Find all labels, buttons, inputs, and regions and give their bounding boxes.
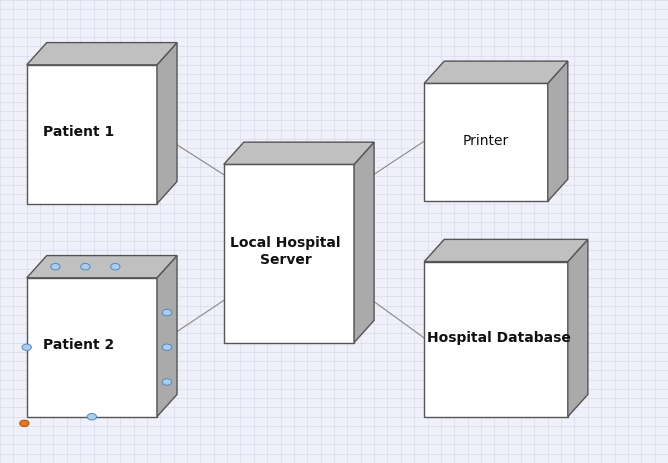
Circle shape: [19, 420, 29, 426]
Polygon shape: [224, 142, 374, 164]
Polygon shape: [548, 61, 568, 201]
Polygon shape: [157, 256, 177, 417]
Text: Patient 2: Patient 2: [43, 338, 114, 352]
Text: Local Hospital
Server: Local Hospital Server: [230, 236, 341, 267]
Polygon shape: [27, 43, 177, 65]
Bar: [27, 278, 157, 417]
Polygon shape: [424, 239, 588, 262]
Circle shape: [87, 413, 97, 420]
Text: Hospital Database: Hospital Database: [428, 331, 571, 345]
Bar: [224, 164, 354, 343]
Bar: [424, 262, 568, 417]
Circle shape: [162, 379, 172, 385]
Polygon shape: [424, 61, 568, 83]
Polygon shape: [354, 142, 374, 343]
Text: Patient 1: Patient 1: [43, 125, 114, 139]
Circle shape: [81, 263, 90, 270]
Circle shape: [162, 344, 172, 350]
Circle shape: [51, 263, 60, 270]
Polygon shape: [568, 239, 588, 417]
Circle shape: [22, 344, 31, 350]
Bar: [27, 65, 157, 204]
Circle shape: [162, 309, 172, 316]
Circle shape: [111, 263, 120, 270]
Polygon shape: [157, 43, 177, 204]
Text: Printer: Printer: [463, 134, 509, 148]
Polygon shape: [27, 256, 177, 278]
Bar: [424, 83, 548, 201]
